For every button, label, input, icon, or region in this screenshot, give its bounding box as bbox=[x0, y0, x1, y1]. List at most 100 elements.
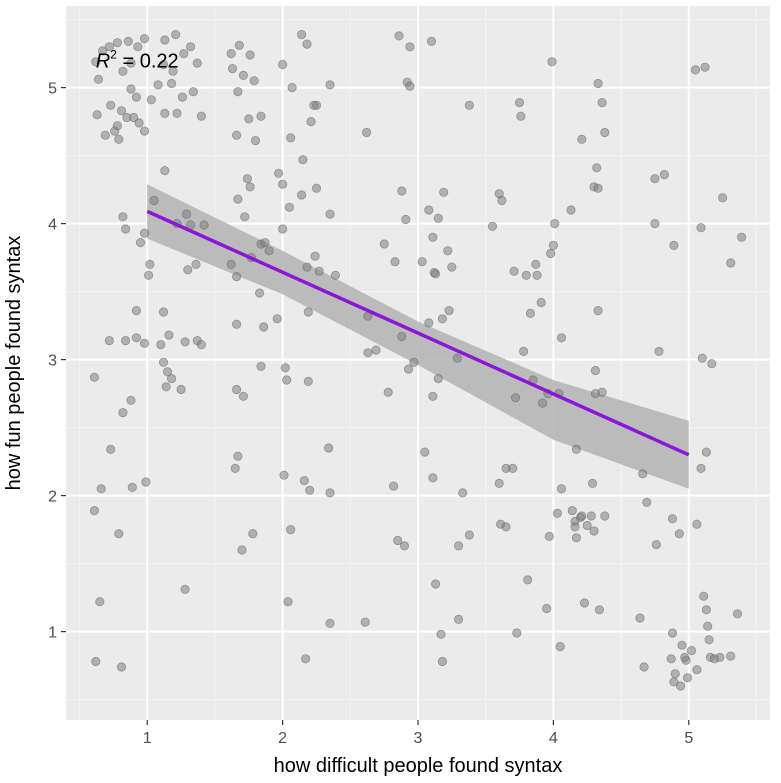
data-point bbox=[537, 398, 548, 408]
data-point bbox=[453, 541, 464, 551]
data-point bbox=[114, 529, 124, 539]
data-point bbox=[230, 463, 240, 473]
data-point bbox=[300, 654, 311, 664]
data-point bbox=[548, 240, 559, 250]
data-point bbox=[593, 305, 603, 316]
data-point bbox=[670, 669, 680, 679]
data-point bbox=[692, 519, 702, 529]
data-point bbox=[176, 384, 186, 395]
data-point bbox=[264, 246, 274, 256]
data-point bbox=[424, 318, 434, 328]
data-point bbox=[286, 524, 296, 535]
data-point bbox=[104, 42, 114, 52]
data-point bbox=[388, 481, 399, 491]
data-point bbox=[433, 213, 443, 223]
data-point bbox=[726, 651, 736, 661]
data-point bbox=[305, 485, 315, 495]
data-point bbox=[139, 338, 150, 348]
data-point bbox=[650, 174, 660, 184]
data-point bbox=[589, 526, 599, 536]
data-point bbox=[437, 656, 447, 667]
data-point bbox=[417, 257, 427, 267]
y-tick-label: 1 bbox=[48, 625, 57, 642]
data-point bbox=[732, 609, 743, 619]
data-point bbox=[144, 270, 154, 280]
confidence-band bbox=[147, 184, 689, 489]
data-point bbox=[277, 224, 288, 234]
data-point bbox=[579, 598, 590, 608]
data-point bbox=[430, 269, 441, 279]
data-point bbox=[443, 246, 453, 256]
data-point bbox=[126, 84, 136, 94]
data-point bbox=[118, 212, 128, 222]
data-point bbox=[98, 46, 108, 56]
x-tick-label: 1 bbox=[143, 730, 152, 747]
data-point bbox=[146, 95, 156, 105]
data-point bbox=[245, 50, 255, 60]
data-point bbox=[272, 314, 282, 324]
x-tick-label: 2 bbox=[278, 730, 287, 747]
data-point bbox=[717, 193, 728, 203]
data-point bbox=[232, 319, 242, 329]
data-point bbox=[531, 259, 541, 269]
data-point bbox=[149, 195, 159, 206]
data-point bbox=[690, 65, 701, 75]
data-point bbox=[233, 87, 243, 97]
data-point bbox=[303, 376, 313, 386]
data-point bbox=[167, 78, 177, 89]
data-point bbox=[600, 511, 610, 521]
data-point bbox=[405, 81, 415, 91]
data-point bbox=[186, 42, 196, 52]
r-squared-annotation: R2 = 0.22 bbox=[96, 47, 179, 72]
data-point bbox=[597, 98, 607, 108]
data-point bbox=[651, 539, 661, 550]
r-squared-value: = 0.22 bbox=[117, 50, 179, 72]
data-point bbox=[237, 545, 247, 555]
data-point bbox=[227, 64, 238, 74]
data-point bbox=[158, 357, 169, 367]
data-point bbox=[283, 597, 293, 607]
data-point bbox=[707, 359, 717, 369]
data-point bbox=[141, 477, 151, 487]
data-point bbox=[512, 628, 522, 638]
data-point bbox=[196, 339, 206, 350]
data-point bbox=[158, 59, 169, 70]
data-point bbox=[89, 505, 100, 516]
data-point bbox=[244, 114, 254, 124]
data-point bbox=[401, 214, 411, 225]
data-point bbox=[682, 673, 693, 683]
data-point bbox=[232, 271, 242, 282]
data-point bbox=[238, 391, 248, 401]
data-point bbox=[433, 373, 443, 384]
data-point bbox=[514, 98, 525, 108]
data-point bbox=[126, 395, 136, 405]
data-point bbox=[497, 195, 507, 206]
x-tick-label: 3 bbox=[414, 730, 423, 747]
data-point bbox=[379, 239, 389, 249]
data-point bbox=[371, 345, 381, 355]
data-point bbox=[686, 645, 697, 656]
data-point bbox=[700, 62, 710, 72]
data-point bbox=[726, 258, 736, 268]
data-point bbox=[279, 470, 289, 480]
data-point bbox=[437, 314, 447, 324]
data-point bbox=[112, 38, 123, 48]
x-tick-label: 5 bbox=[684, 730, 693, 747]
data-point bbox=[100, 130, 110, 140]
data-point bbox=[403, 364, 414, 374]
data-point bbox=[703, 621, 713, 631]
y-tick-label: 5 bbox=[48, 81, 57, 98]
data-points bbox=[89, 29, 747, 691]
data-point bbox=[571, 533, 582, 543]
data-point bbox=[273, 168, 284, 178]
data-point bbox=[360, 617, 370, 627]
data-point bbox=[238, 70, 248, 81]
data-point bbox=[121, 335, 131, 346]
data-point bbox=[311, 183, 322, 193]
data-point bbox=[667, 514, 678, 524]
data-point bbox=[510, 393, 521, 403]
r-squared-superscript: 2 bbox=[110, 47, 117, 61]
data-point bbox=[675, 681, 686, 691]
data-point bbox=[134, 118, 144, 128]
data-point bbox=[667, 628, 678, 638]
